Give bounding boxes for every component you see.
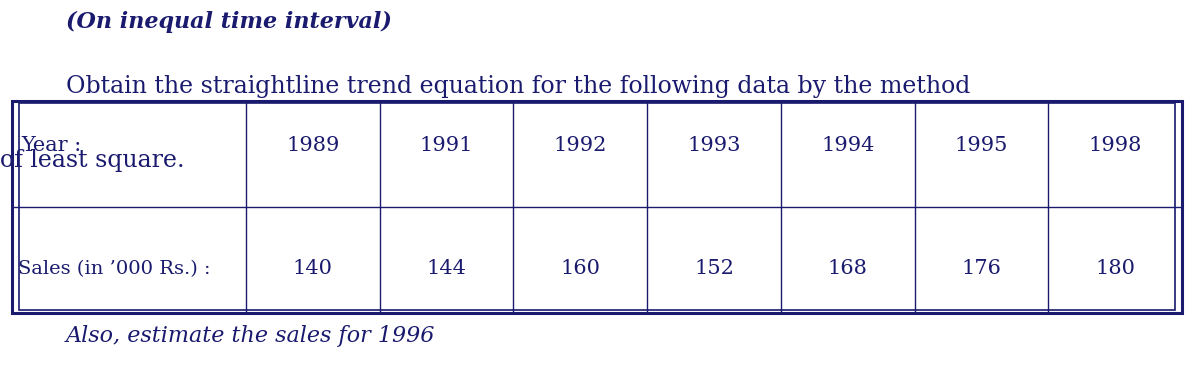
Text: 152: 152	[694, 259, 734, 278]
Text: 1989: 1989	[286, 136, 340, 155]
Text: 140: 140	[293, 259, 332, 278]
Text: of least square.: of least square.	[0, 149, 185, 172]
Text: Obtain the straightline trend equation for the following data by the method: Obtain the straightline trend equation f…	[66, 75, 971, 98]
Text: 160: 160	[560, 259, 600, 278]
Text: 144: 144	[427, 259, 467, 278]
Text: (On inequal time interval): (On inequal time interval)	[66, 11, 392, 33]
Text: 1993: 1993	[688, 136, 740, 155]
Text: 1994: 1994	[821, 136, 875, 155]
Bar	[19, 103, 1175, 310]
Text: 1995: 1995	[955, 136, 1008, 155]
Text: Year :: Year :	[22, 136, 82, 155]
Text: 176: 176	[961, 259, 1001, 278]
Text: 1998: 1998	[1088, 136, 1142, 155]
Text: Also, estimate the sales for 1996: Also, estimate the sales for 1996	[66, 325, 436, 347]
Text: 168: 168	[828, 259, 868, 278]
Bar	[12, 101, 1182, 313]
Text: 1991: 1991	[420, 136, 473, 155]
Text: Sales (in ’000 Rs.) :: Sales (in ’000 Rs.) :	[18, 260, 210, 278]
Bar	[12, 101, 1182, 313]
Text: 180: 180	[1096, 259, 1135, 278]
Text: 1992: 1992	[553, 136, 607, 155]
